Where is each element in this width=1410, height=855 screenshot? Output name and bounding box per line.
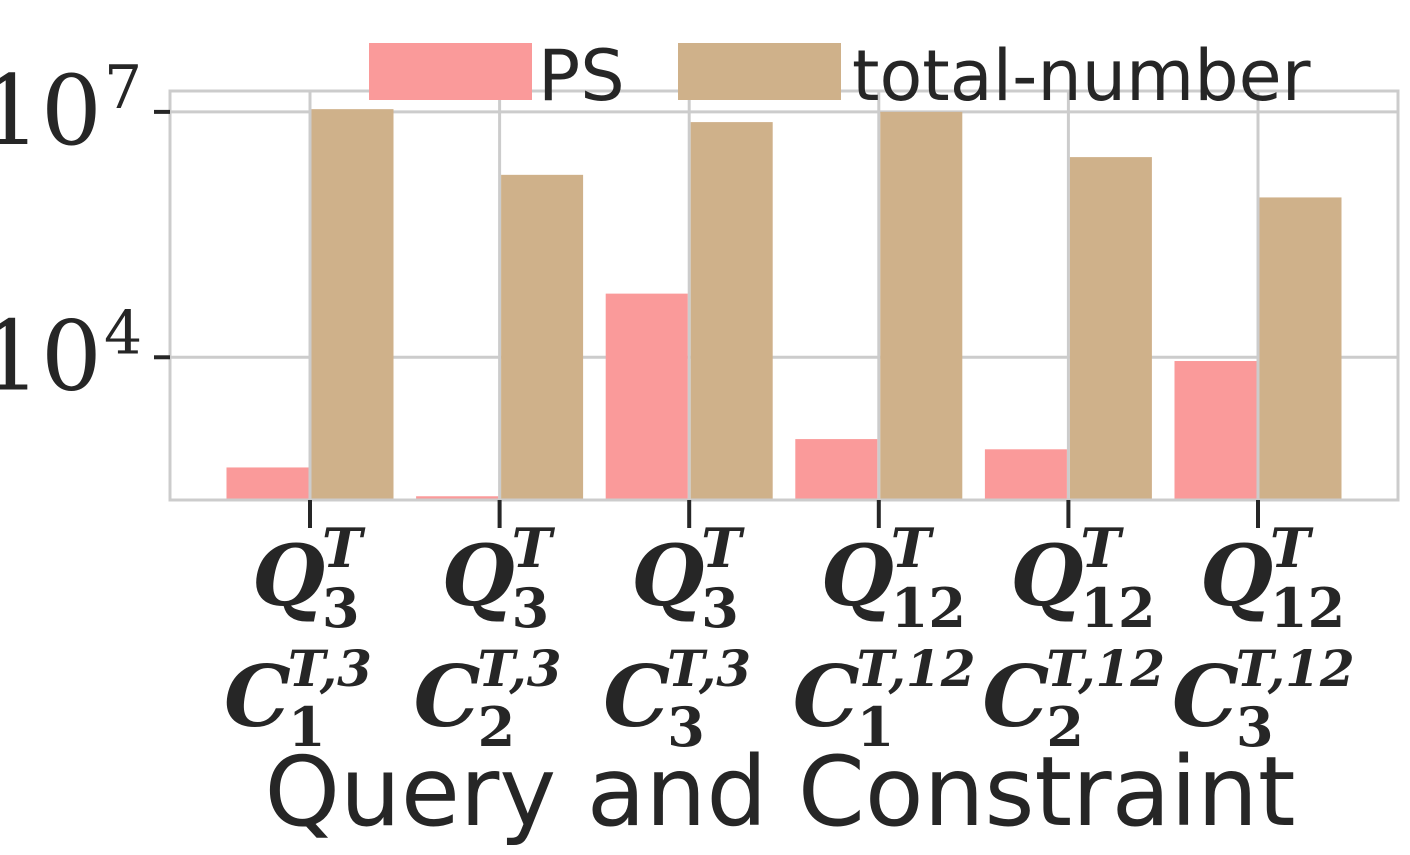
constraint-subscript: 1 [288,695,326,759]
bar-ps [416,496,499,500]
bar-total-number [1069,157,1152,500]
bar-total-number [501,174,584,500]
y-tick-label: 10 [0,55,102,167]
legend-item: PS [369,35,625,117]
y-tick-base: 10 [0,300,102,412]
x-axis-label: Query and Constraint [264,736,1295,848]
constraint-subscript: 1 [857,695,895,759]
query-superscript: T [891,516,935,580]
bar-ps [226,467,309,500]
constraint-symbol: C [414,647,481,746]
query-superscript: T [512,516,556,580]
bar-total-number [690,122,773,500]
bar-ps [795,439,878,500]
legend-swatch [369,43,532,100]
y-tick-exponent: 7 [104,53,142,123]
legend-label: total-number [852,35,1311,117]
x-axis: QT3CT,31QT3CT,32QT3CT,33QT12CT,121QT12CT… [224,500,1355,759]
query-symbol: Q [1200,526,1273,625]
constraint-superscript: T,3 [667,639,751,698]
constraint-superscript: T,12 [857,639,976,698]
query-symbol: Q [821,526,894,625]
query-symbol: Q [1010,526,1083,625]
constraint-superscript: T,12 [1236,639,1355,698]
query-subscript: 12 [891,576,966,640]
constraint-superscript: T,12 [1046,639,1165,698]
constraint-subscript: 2 [478,695,516,759]
query-subscript: 3 [322,576,360,640]
legend-swatch [678,43,841,100]
query-superscript: T [322,516,366,580]
query-symbol: Q [631,526,704,625]
constraint-symbol: C [982,647,1049,746]
bar-total-number [1259,197,1342,500]
bar-ps [1174,361,1257,500]
query-subscript: 12 [1080,576,1155,640]
constraint-symbol: C [224,647,291,746]
bar-ps [984,449,1067,500]
y-tick-exponent: 4 [104,298,142,368]
bar-ps [605,293,688,500]
query-symbol: Q [252,526,325,625]
y-axis: 10 410 7 [0,53,170,412]
bar-total-number [311,109,394,501]
y-tick-base: 10 [0,55,102,167]
constraint-symbol: C [793,647,860,746]
constraint-superscript: T,3 [478,639,562,698]
query-subscript: 12 [1270,576,1345,640]
constraint-symbol: C [1172,647,1239,746]
legend-label: PS [538,35,625,117]
y-tick-label: 10 [0,300,102,412]
query-superscript: T [1270,516,1314,580]
query-superscript: T [701,516,745,580]
query-symbol: Q [442,526,515,625]
legend-item: total-number [678,35,1311,117]
constraint-subscript: 3 [667,695,705,759]
constraint-symbol: C [603,647,670,746]
query-subscript: 3 [701,576,739,640]
bars [226,109,1342,501]
constraint-subscript: 2 [1046,695,1084,759]
constraint-superscript: T,3 [288,639,372,698]
query-superscript: T [1080,516,1124,580]
legend: PS total-number [369,35,1311,117]
query-subscript: 3 [512,576,550,640]
constraint-subscript: 3 [1236,695,1274,759]
bar-total-number [880,111,963,501]
